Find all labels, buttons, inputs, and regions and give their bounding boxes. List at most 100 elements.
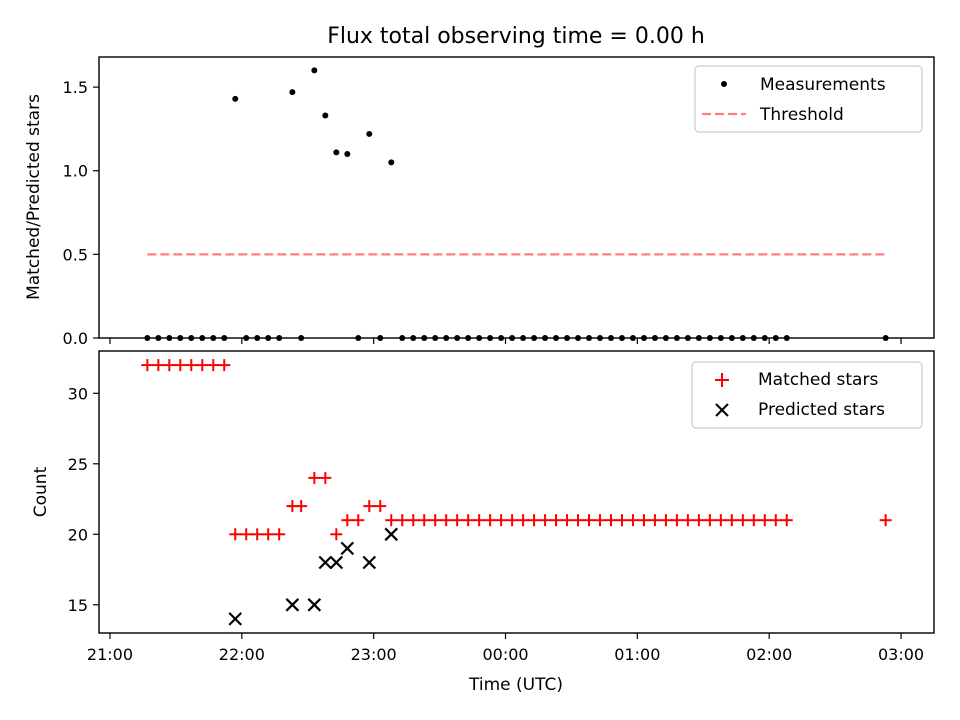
matched-star-marker [429, 514, 442, 527]
matched-star-marker [174, 359, 187, 372]
bottom-y-tick-label: 15 [68, 596, 88, 615]
legend-label-measurements: Measurements [760, 75, 886, 95]
matched-star-marker [229, 528, 242, 541]
matched-star-marker [295, 500, 308, 513]
x-tick-label: 00:00 [482, 645, 528, 664]
x-tick-label: 02:00 [746, 645, 792, 664]
matched-star-marker [363, 500, 376, 513]
bottom-y-axis-label: Count [31, 466, 51, 517]
bottom-y-tick-label: 25 [68, 455, 88, 474]
measurement-point [289, 89, 296, 96]
matched-star-marker [659, 514, 672, 527]
matched-star-marker [473, 514, 486, 527]
matched-star-marker [769, 514, 782, 527]
predicted-star-marker [340, 541, 355, 556]
measurement-point [388, 159, 395, 166]
top-y-tick-label: 0.5 [63, 245, 88, 264]
matched-star-marker [714, 514, 727, 527]
matched-star-marker [341, 514, 354, 527]
matched-star-marker [747, 514, 760, 527]
matched-star-marker [681, 514, 694, 527]
matched-star-marker [418, 514, 431, 527]
matched-star-marker [152, 359, 165, 372]
matched-star-marker [440, 514, 453, 527]
matched-star-marker [528, 514, 541, 527]
predicted-star-marker [329, 555, 344, 570]
matched-star-marker [273, 528, 286, 541]
matched-star-marker [506, 514, 519, 527]
top-legend: Measurements Threshold [694, 65, 923, 133]
matched-star-marker [648, 514, 661, 527]
matched-star-marker [330, 528, 343, 541]
bottom-y-tick-label: 30 [68, 384, 88, 403]
matched-star-marker [451, 514, 464, 527]
matched-star-marker [374, 500, 387, 513]
top-panel-ticks: 0.0 0.5 1.0 1.5 [63, 78, 902, 348]
x-tick-label: 23:00 [351, 645, 397, 664]
matched-star-marker [462, 514, 475, 527]
matched-star-marker [692, 514, 705, 527]
legend-marker-predicted [715, 403, 729, 417]
matched-star-marker [572, 514, 585, 527]
matched-star-marker [308, 471, 321, 484]
matched-star-marker [196, 359, 209, 372]
legend-label-threshold: Threshold [759, 105, 844, 125]
legend-marker-matched [715, 373, 729, 387]
top-legend-box [694, 65, 923, 133]
matched-star-marker [725, 514, 738, 527]
matched-star-marker [484, 514, 497, 527]
matched-star-marker [185, 359, 198, 372]
matched-star-marker [207, 359, 220, 372]
measurement-point [344, 151, 351, 158]
measurement-point [311, 67, 318, 74]
legend-label-matched: Matched stars [758, 370, 878, 390]
predicted-star-marker [318, 555, 333, 570]
matched-star-marker [670, 514, 683, 527]
legend-marker-measurements [721, 81, 727, 87]
measurement-point [333, 149, 340, 156]
x-tick-label: 22:00 [219, 645, 265, 664]
predicted-star-marker [285, 598, 300, 612]
matched-star-marker [758, 514, 771, 527]
matched-star-marker [517, 514, 530, 527]
top-panel-frame [98, 56, 935, 339]
matched-star-marker [385, 514, 398, 527]
matched-star-marker [319, 471, 332, 484]
bottom-legend: Matched stars Predicted stars [691, 361, 923, 429]
matched-star-marker [262, 528, 275, 541]
top-y-tick-label: 1.0 [63, 162, 88, 181]
matched-stars-series [141, 359, 892, 541]
matched-star-marker [604, 514, 617, 527]
measurement-point [232, 95, 239, 102]
top-panel: 0.0 0.5 1.0 1.5 Matched/Predicted stars Mea… [24, 56, 935, 348]
matched-star-marker [879, 514, 892, 527]
matched-star-marker [780, 514, 793, 527]
matched-star-marker [583, 514, 596, 527]
matched-star-marker [561, 514, 574, 527]
predicted-star-marker [228, 612, 243, 626]
matched-star-marker [615, 514, 628, 527]
chart-title: Flux total observing time = 0.00 h [327, 24, 705, 49]
matched-star-marker [251, 528, 264, 541]
matched-star-marker [495, 514, 508, 527]
matched-star-marker [396, 514, 409, 527]
bottom-panel-ticks: 15 20 25 30 21:00 22:00 23:00 00:00 01:00 02:00 03… [68, 384, 924, 664]
matched-star-marker [218, 359, 231, 372]
predicted-star-marker [362, 555, 377, 570]
measurement-point [322, 112, 329, 119]
bottom-legend-box [691, 361, 923, 429]
matched-star-marker [141, 359, 154, 372]
matched-star-marker [163, 359, 176, 372]
matched-star-marker [626, 514, 639, 527]
bottom-panel-frame [98, 350, 935, 634]
predicted-stars-series [228, 527, 399, 626]
legend-label-predicted: Predicted stars [758, 400, 885, 420]
top-y-tick-label: 1.5 [63, 78, 88, 97]
matched-star-marker [594, 514, 606, 527]
matched-star-marker [240, 528, 253, 541]
x-tick-label: 03:00 [878, 645, 924, 664]
matched-star-marker [407, 514, 420, 527]
measurement-point [366, 130, 373, 137]
x-axis-label: Time (UTC) [468, 675, 563, 695]
